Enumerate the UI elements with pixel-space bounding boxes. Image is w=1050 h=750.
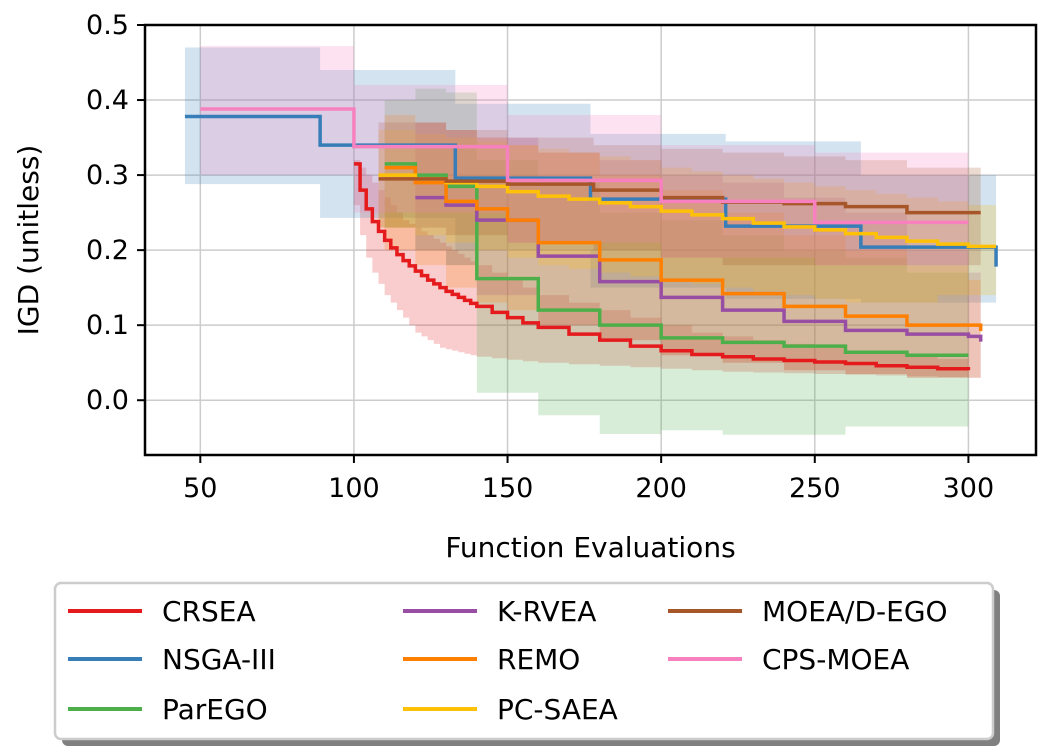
legend-label-cps-moea: CPS-MOEA bbox=[762, 643, 909, 676]
legend-label-remo: REMO bbox=[497, 643, 580, 676]
y-tick-label: 0.0 bbox=[86, 385, 129, 416]
x-tick-label: 200 bbox=[635, 473, 687, 504]
y-axis-label: IGD (unitless) bbox=[12, 145, 45, 336]
y-tick-label: 0.3 bbox=[86, 160, 129, 191]
axis-ticks: 50 100 150 200 250 300 0.0 0.1 0.2 0.3 0.4 0.5 bbox=[86, 10, 994, 504]
legend-box bbox=[53, 581, 995, 741]
y-tick-label: 0.2 bbox=[86, 235, 129, 266]
band-nsga-iii bbox=[184, 47, 997, 303]
confidence-bands bbox=[184, 46, 997, 435]
line-crsea bbox=[353, 162, 971, 371]
x-axis-label: Function Evaluations bbox=[445, 531, 735, 564]
line-moea-d-ego bbox=[378, 177, 981, 215]
line-pc-saea bbox=[378, 173, 997, 249]
x-tick-label: 150 bbox=[482, 473, 534, 504]
plot-frame bbox=[143, 23, 1038, 457]
x-tick-label: 300 bbox=[943, 473, 995, 504]
band-parego bbox=[384, 88, 969, 435]
series-lines bbox=[184, 107, 998, 371]
x-tick-label: 100 bbox=[328, 473, 380, 504]
band-cps-moea bbox=[200, 46, 969, 266]
line-remo bbox=[384, 165, 983, 332]
y-tick-label: 0.5 bbox=[86, 10, 129, 41]
legend: CRSEA NSGA-III ParEGO K-RVEA REMO PC-SAEA MOEA… bbox=[53, 581, 1000, 746]
band-k-rvea bbox=[415, 122, 981, 378]
legend-label-k-rvea: K-RVEA bbox=[497, 595, 596, 628]
legend-label-parego: ParEGO bbox=[162, 693, 268, 726]
band-pc-saea bbox=[378, 130, 997, 303]
line-k-rvea bbox=[415, 195, 983, 342]
y-tick-label: 0.4 bbox=[86, 85, 129, 116]
legend-label-pc-saea: PC-SAEA bbox=[497, 693, 618, 726]
x-tick-label: 250 bbox=[789, 473, 841, 504]
legend-label-moea-d-ego: MOEA/D-EGO bbox=[762, 595, 948, 628]
x-tick-label: 50 bbox=[183, 473, 217, 504]
legend-label-nsga-iii: NSGA-III bbox=[162, 643, 276, 676]
legend-label-crsea: CRSEA bbox=[162, 595, 256, 628]
band-crsea bbox=[353, 160, 969, 378]
y-tick-label: 0.1 bbox=[86, 310, 129, 341]
line-cps-moea bbox=[200, 107, 969, 225]
